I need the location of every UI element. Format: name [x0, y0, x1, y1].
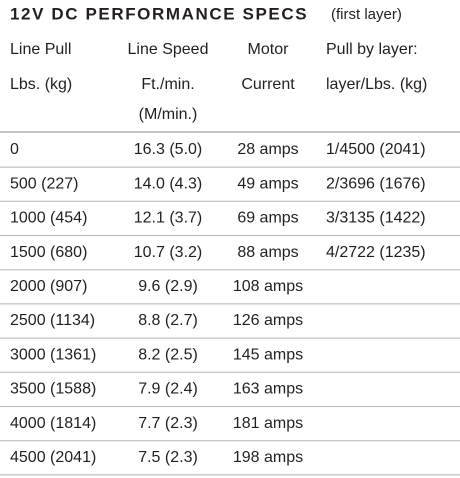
header-cell: Pull by layer: [326, 41, 418, 58]
table-cell: 3000 (1361) [10, 346, 96, 363]
table-cell: 7.9 (2.4) [138, 381, 198, 398]
table-cell: 1500 (680) [10, 244, 87, 261]
table-cell: 88 amps [237, 244, 298, 261]
header-cell: (M/min.) [139, 106, 198, 123]
header-cell: Lbs. (kg) [10, 76, 72, 93]
header-cell: Ft./min. [141, 76, 194, 93]
table-cell: 8.2 (2.5) [138, 346, 198, 363]
table-cell: 28 amps [237, 141, 298, 158]
table-cell: 126 amps [233, 312, 303, 329]
title: 12V DC PERFORMANCE SPECS [10, 4, 308, 23]
header-cell: Current [241, 76, 295, 93]
table-cell: 500 (227) [10, 175, 79, 192]
table-cell: 108 amps [233, 278, 303, 295]
table-cell: 10.7 (3.2) [134, 244, 202, 261]
table-cell: 4000 (1814) [10, 415, 96, 432]
table-cell: 1/4500 (2041) [326, 141, 426, 158]
table-cell: 14.0 (4.3) [134, 175, 202, 192]
table-cell: 4500 (2041) [10, 449, 96, 466]
table-cell: 12.1 (3.7) [134, 210, 202, 227]
header-cell: Line Pull [10, 41, 71, 58]
header-cell: layer/Lbs. (kg) [326, 76, 427, 93]
table-cell: 145 amps [233, 346, 303, 363]
table-cell: 49 amps [237, 175, 298, 192]
table-cell: 2000 (907) [10, 278, 87, 295]
table-cell: 7.5 (2.3) [138, 449, 198, 466]
header-cell: Motor [248, 41, 290, 58]
table-cell: 163 amps [233, 381, 303, 398]
table-cell: 1000 (454) [10, 210, 87, 227]
table-cell: 198 amps [233, 449, 303, 466]
table-cell: 3/3135 (1422) [326, 210, 426, 227]
table-cell: 2/3696 (1676) [326, 175, 426, 192]
table-cell: 4/2722 (1235) [326, 244, 426, 261]
table-cell: 8.8 (2.7) [138, 312, 198, 329]
table-cell: 16.3 (5.0) [134, 141, 202, 158]
table-cell: 69 amps [237, 210, 298, 227]
table-cell: 2500 (1134) [10, 312, 95, 329]
table-cell: 9.6 (2.9) [138, 278, 198, 295]
table-cell: 3500 (1588) [10, 381, 96, 398]
table-cell: 0 [10, 141, 19, 158]
subtitle: (first layer) [331, 6, 402, 23]
table-cell: 181 amps [233, 415, 303, 432]
table-cell: 7.7 (2.3) [138, 415, 198, 432]
header-cell: Line Speed [128, 41, 209, 58]
